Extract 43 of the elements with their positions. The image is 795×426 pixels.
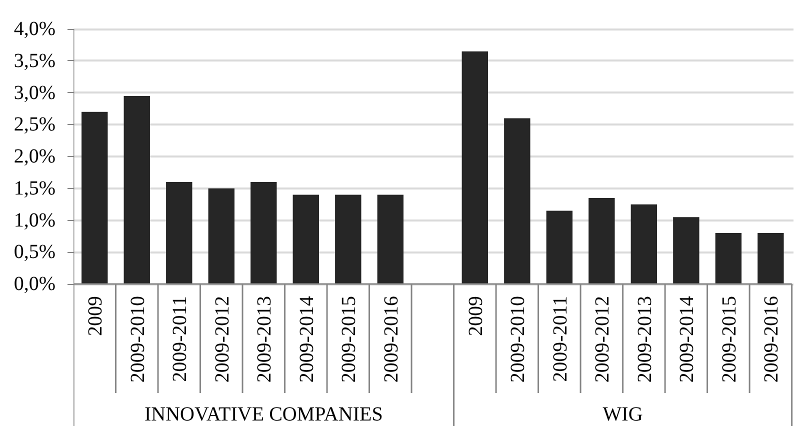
bar xyxy=(546,210,573,284)
x-tick-label: 2009 xyxy=(464,296,487,336)
x-tick-label: 2009-2014 xyxy=(296,296,318,383)
x-tick-label: 2009-2011 xyxy=(549,296,572,382)
y-tick-label: 4,0% xyxy=(14,18,56,40)
x-tick-label: 2009-2012 xyxy=(211,296,234,383)
y-tick-label: 0,5% xyxy=(14,241,56,264)
x-tick-label: 2009-2012 xyxy=(592,296,614,383)
bar xyxy=(462,51,488,284)
x-tick-label: 2009-2015 xyxy=(718,296,740,383)
y-tick-label: 3,0% xyxy=(14,82,56,104)
bar xyxy=(504,118,530,284)
bar xyxy=(82,112,108,284)
x-tick-label: 2009-2010 xyxy=(126,296,149,383)
bar xyxy=(758,233,784,284)
x-tick-label: 2009 xyxy=(84,296,107,336)
bar xyxy=(166,182,192,284)
x-tick-label: 2009-2010 xyxy=(507,296,530,383)
bar xyxy=(630,204,658,284)
x-tick-label: 2009-2013 xyxy=(254,296,276,383)
bar xyxy=(335,194,362,284)
y-tick-label: 1,5% xyxy=(14,177,56,200)
bar xyxy=(250,182,277,284)
y-tick-label: 1,0% xyxy=(14,209,56,232)
bar xyxy=(673,217,700,284)
text: WIG xyxy=(602,404,643,426)
x-tick-label: 2009-2014 xyxy=(676,296,698,383)
y-tick-label: 0,0% xyxy=(14,273,56,295)
bar xyxy=(292,194,319,284)
y-tick-label: 2,0% xyxy=(14,146,56,168)
x-tick-label: 2009-2011 xyxy=(169,296,192,382)
x-tick-label: 2009-2016 xyxy=(380,296,402,383)
x-tick-label: 2009-2016 xyxy=(760,296,783,383)
bar xyxy=(588,198,615,284)
bar xyxy=(124,96,150,284)
bar xyxy=(715,233,742,284)
x-tick-label: 2009-2015 xyxy=(338,296,360,383)
text: INNOVATIVE COMPANIES xyxy=(144,404,383,426)
bar xyxy=(377,194,404,284)
bar xyxy=(208,188,234,284)
y-tick-label: 2,5% xyxy=(14,114,56,136)
y-tick-label: 3,5% xyxy=(14,50,56,72)
x-tick-label: 2009-2013 xyxy=(634,296,656,383)
